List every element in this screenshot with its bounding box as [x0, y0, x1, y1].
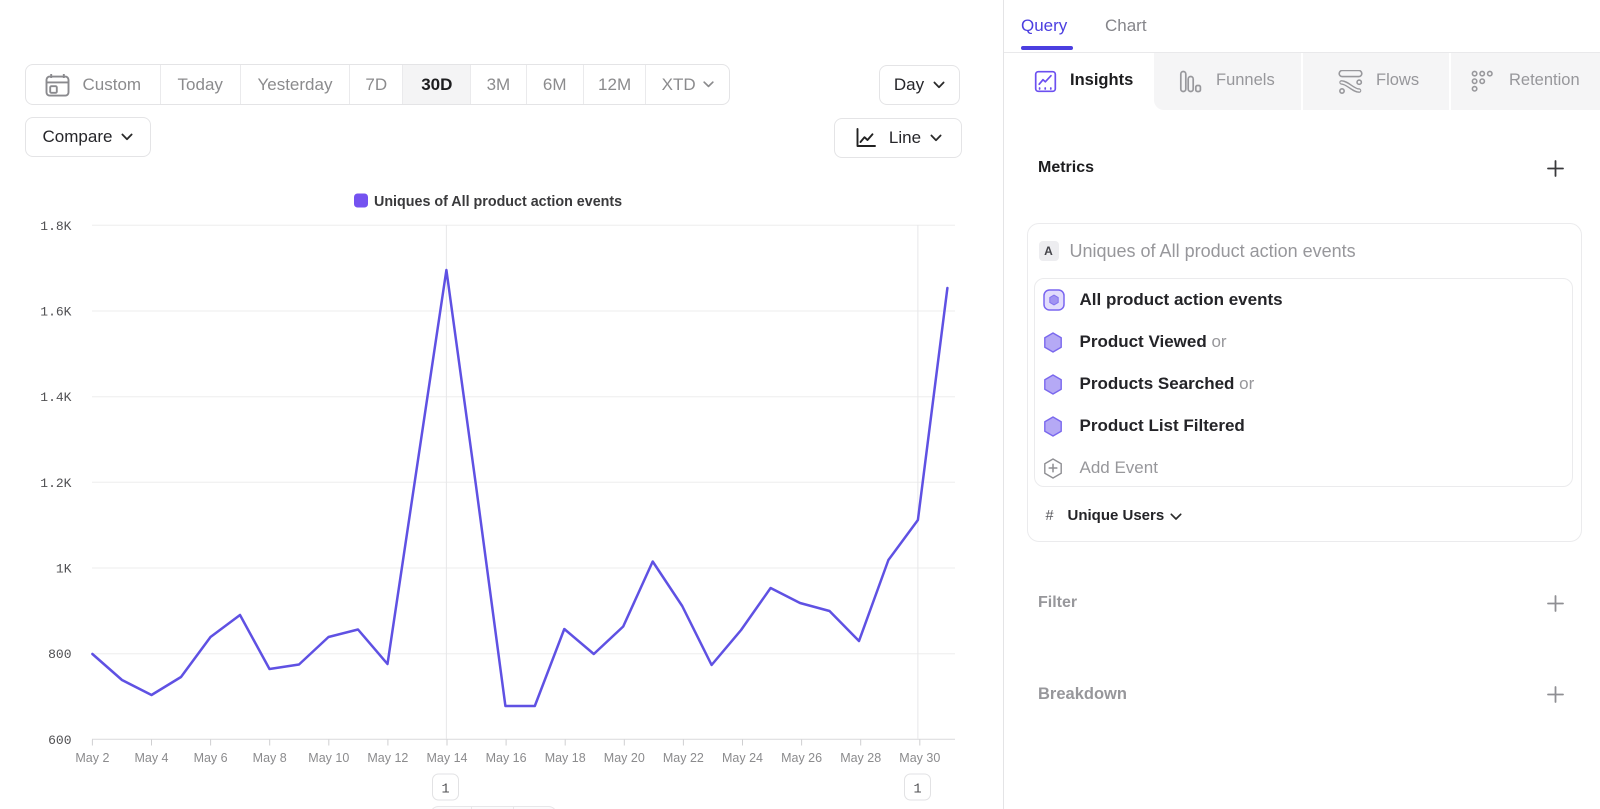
- svg-text:May 4: May 4: [134, 751, 168, 765]
- svg-text:1: 1: [913, 783, 921, 798]
- svg-text:May 30: May 30: [899, 751, 940, 765]
- svg-text:1K: 1K: [56, 562, 72, 577]
- svg-text:May 16: May 16: [486, 751, 527, 765]
- svg-text:600: 600: [48, 733, 71, 748]
- svg-text:Uniques of All product action: Uniques of All product action events: [374, 194, 622, 210]
- svg-text:May 12: May 12: [367, 751, 408, 765]
- svg-text:May 26: May 26: [781, 751, 822, 765]
- svg-text:1.4K: 1.4K: [40, 390, 71, 405]
- svg-text:May 10: May 10: [308, 751, 349, 765]
- svg-text:May 18: May 18: [545, 751, 586, 765]
- svg-text:May 8: May 8: [253, 751, 287, 765]
- svg-text:May 6: May 6: [194, 751, 228, 765]
- svg-text:May 20: May 20: [604, 751, 645, 765]
- svg-text:1.2K: 1.2K: [40, 476, 71, 491]
- svg-text:800: 800: [48, 647, 71, 662]
- svg-text:May 24: May 24: [722, 751, 763, 765]
- svg-text:1.8K: 1.8K: [40, 219, 71, 234]
- svg-text:May 28: May 28: [840, 751, 881, 765]
- svg-text:1: 1: [441, 783, 449, 798]
- svg-text:May 2: May 2: [75, 751, 109, 765]
- svg-text:1.6K: 1.6K: [40, 305, 71, 320]
- svg-text:May 22: May 22: [663, 751, 704, 765]
- svg-text:May 14: May 14: [427, 751, 468, 765]
